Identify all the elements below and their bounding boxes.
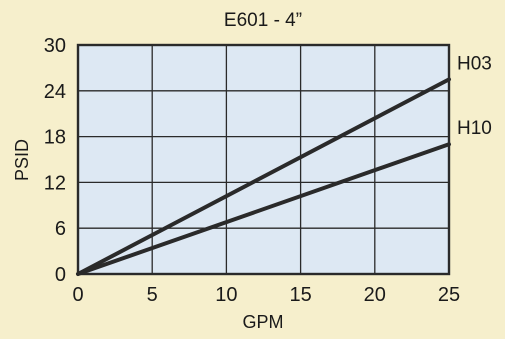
plot-border: [76, 43, 451, 276]
chart-title: E601 - 4”: [224, 10, 302, 31]
series-layer: H03 H10: [76, 53, 492, 276]
series-label-h03: H03: [457, 53, 492, 74]
x-axis-label: GPM: [242, 312, 283, 332]
series-line-h03: [76, 77, 451, 276]
x-tick-label: 25: [438, 284, 460, 306]
y-tick-label: 30: [44, 35, 66, 57]
y-tick-label: 0: [55, 264, 66, 286]
x-tick-label: 0: [72, 284, 83, 306]
series-line-h10: [76, 142, 451, 276]
y-tick-label: 24: [44, 81, 66, 103]
grid-layer: [76, 43, 451, 276]
x-tick-label: 15: [289, 284, 311, 306]
series-label-h10: H10: [457, 118, 492, 139]
x-tick-label: 10: [215, 284, 237, 306]
x-tick-label: 5: [147, 284, 158, 306]
y-axis-label: PSID: [12, 139, 32, 181]
y-tick-label: 12: [44, 172, 66, 194]
y-tick-label: 18: [44, 127, 66, 149]
x-tick-label: 20: [364, 284, 386, 306]
y-tick-label: 6: [55, 218, 66, 240]
tick-layer: 0 5 10 15 20 25 0 6 12 18 24 30: [44, 35, 460, 306]
plot-area: [78, 45, 449, 274]
